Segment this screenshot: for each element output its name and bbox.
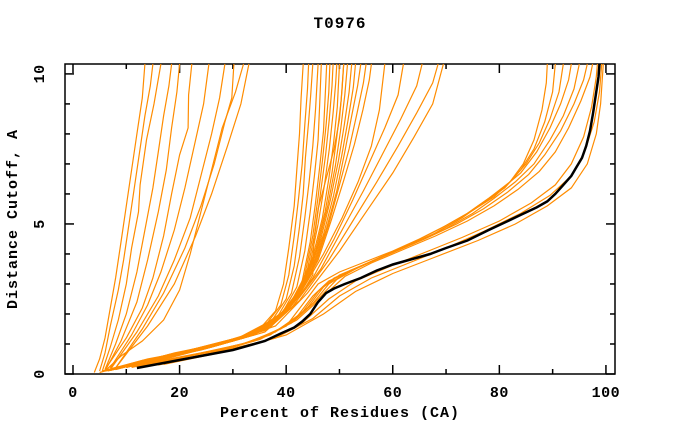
- model-curve: [136, 63, 564, 368]
- x-axis-label: Percent of Residues (CA): [220, 405, 460, 422]
- model-curve: [115, 63, 235, 369]
- model-curve: [101, 63, 162, 372]
- model-curve: [131, 63, 548, 368]
- y-tick-label: 5: [32, 219, 49, 229]
- model-curve: [99, 63, 154, 372]
- model-curve: [163, 63, 604, 365]
- model-curve: [110, 63, 328, 371]
- y-tick-label: 0: [32, 369, 49, 379]
- x-tick-label: 40: [277, 385, 296, 402]
- x-tick-label: 0: [68, 385, 78, 402]
- chart-title: T0976: [313, 15, 366, 33]
- model-curve: [109, 63, 226, 370]
- model-curve: [104, 63, 193, 370]
- x-tick-label: 60: [383, 385, 402, 402]
- model-curve: [104, 63, 173, 370]
- model-curve: [131, 63, 367, 368]
- model-curve: [126, 63, 357, 368]
- model-curve: [147, 63, 594, 366]
- model-curve: [152, 63, 598, 366]
- model-curve: [104, 63, 245, 372]
- model-curve: [104, 63, 181, 372]
- y-tick-label: 10: [32, 64, 49, 83]
- model-curve: [107, 63, 322, 372]
- plot-content: 0 20 40 60 80 100 0 5 10: [32, 63, 621, 402]
- model-curve: [115, 63, 250, 369]
- y-axis-label: Distance Cutoff, A: [5, 129, 22, 309]
- model-curve: [109, 63, 210, 369]
- model-curve: [104, 63, 314, 372]
- highlighted-model-curve: [136, 63, 601, 370]
- model-curve: [142, 63, 444, 366]
- model-curve: [93, 63, 146, 373]
- x-tick-label: 100: [592, 385, 621, 402]
- model-curve: [142, 63, 580, 367]
- x-tick-label: 20: [170, 385, 189, 402]
- model-curve: [136, 63, 439, 367]
- x-tick-label: 80: [490, 385, 509, 402]
